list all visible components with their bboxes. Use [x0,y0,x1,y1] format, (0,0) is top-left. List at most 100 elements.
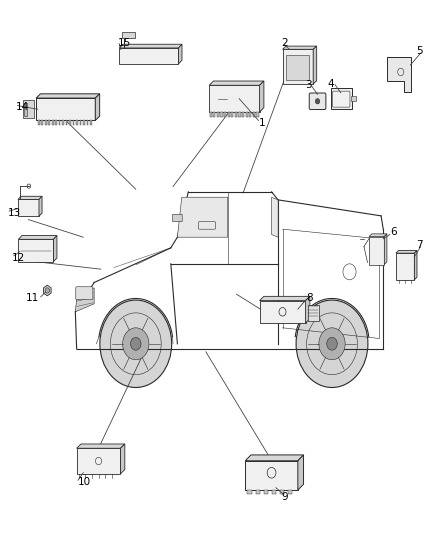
Circle shape [315,99,320,104]
FancyBboxPatch shape [83,120,85,125]
Text: 9: 9 [281,492,288,502]
FancyBboxPatch shape [62,120,64,125]
FancyBboxPatch shape [55,120,57,125]
FancyBboxPatch shape [255,490,260,495]
FancyBboxPatch shape [24,103,27,116]
FancyBboxPatch shape [209,85,259,112]
FancyBboxPatch shape [245,461,298,490]
FancyBboxPatch shape [228,112,230,117]
FancyBboxPatch shape [238,112,240,117]
FancyBboxPatch shape [76,287,93,300]
FancyBboxPatch shape [23,100,34,118]
Polygon shape [283,46,317,50]
FancyBboxPatch shape [80,120,81,125]
Text: 14: 14 [16,102,29,111]
FancyBboxPatch shape [231,112,233,117]
Circle shape [327,337,337,350]
FancyBboxPatch shape [283,50,313,84]
FancyBboxPatch shape [76,120,78,125]
FancyBboxPatch shape [119,48,179,64]
FancyBboxPatch shape [247,490,252,495]
FancyBboxPatch shape [396,253,414,280]
Polygon shape [177,197,228,237]
Polygon shape [18,196,42,199]
Circle shape [45,288,49,293]
Polygon shape [209,81,264,85]
Polygon shape [259,81,264,112]
FancyBboxPatch shape [87,120,88,125]
FancyBboxPatch shape [173,214,182,222]
Polygon shape [396,251,417,253]
Text: 12: 12 [12,253,25,263]
Polygon shape [95,94,100,120]
Polygon shape [75,288,94,312]
FancyBboxPatch shape [288,490,292,495]
FancyBboxPatch shape [122,32,135,38]
FancyBboxPatch shape [41,120,43,125]
Text: 5: 5 [416,46,423,55]
Text: 11: 11 [26,294,39,303]
FancyBboxPatch shape [73,120,74,125]
FancyBboxPatch shape [249,112,251,117]
Polygon shape [245,455,304,461]
FancyBboxPatch shape [48,120,50,125]
Text: 4: 4 [327,79,334,88]
Text: 2: 2 [281,38,288,47]
FancyBboxPatch shape [69,120,71,125]
Polygon shape [179,44,182,64]
FancyBboxPatch shape [45,120,46,125]
Polygon shape [259,296,310,301]
FancyBboxPatch shape [90,120,92,125]
FancyBboxPatch shape [286,54,309,79]
FancyBboxPatch shape [259,301,305,323]
Polygon shape [53,236,57,262]
Text: 13: 13 [8,208,21,218]
Polygon shape [119,44,182,48]
Circle shape [319,328,345,360]
Polygon shape [39,196,42,216]
FancyBboxPatch shape [220,112,223,117]
Text: 8: 8 [307,294,313,303]
Polygon shape [387,58,411,92]
Circle shape [123,328,149,360]
Text: 15: 15 [117,38,131,47]
FancyBboxPatch shape [213,112,215,117]
FancyBboxPatch shape [18,239,53,262]
FancyBboxPatch shape [272,490,276,495]
Text: 7: 7 [416,240,423,250]
Polygon shape [414,251,417,280]
Polygon shape [272,197,278,237]
FancyBboxPatch shape [351,96,356,101]
FancyBboxPatch shape [242,112,244,117]
FancyBboxPatch shape [36,98,95,120]
FancyBboxPatch shape [256,112,258,117]
FancyBboxPatch shape [210,112,212,117]
Text: 6: 6 [391,228,397,237]
Circle shape [296,300,368,387]
FancyBboxPatch shape [246,112,248,117]
Polygon shape [384,234,387,264]
FancyBboxPatch shape [77,448,120,474]
FancyBboxPatch shape [369,237,384,264]
Polygon shape [18,236,57,239]
Polygon shape [77,444,125,448]
Text: 10: 10 [78,478,91,487]
FancyBboxPatch shape [279,490,284,495]
FancyBboxPatch shape [224,112,226,117]
FancyBboxPatch shape [331,88,352,109]
FancyBboxPatch shape [38,120,39,125]
FancyBboxPatch shape [217,112,219,117]
FancyBboxPatch shape [66,120,67,125]
Circle shape [131,337,141,350]
Polygon shape [305,296,310,323]
FancyBboxPatch shape [18,199,39,216]
FancyBboxPatch shape [235,112,237,117]
FancyBboxPatch shape [264,490,268,495]
Polygon shape [369,234,387,237]
FancyBboxPatch shape [59,120,60,125]
FancyBboxPatch shape [308,305,319,321]
Polygon shape [313,46,317,84]
Polygon shape [298,455,304,490]
Polygon shape [120,444,125,474]
FancyBboxPatch shape [253,112,255,117]
